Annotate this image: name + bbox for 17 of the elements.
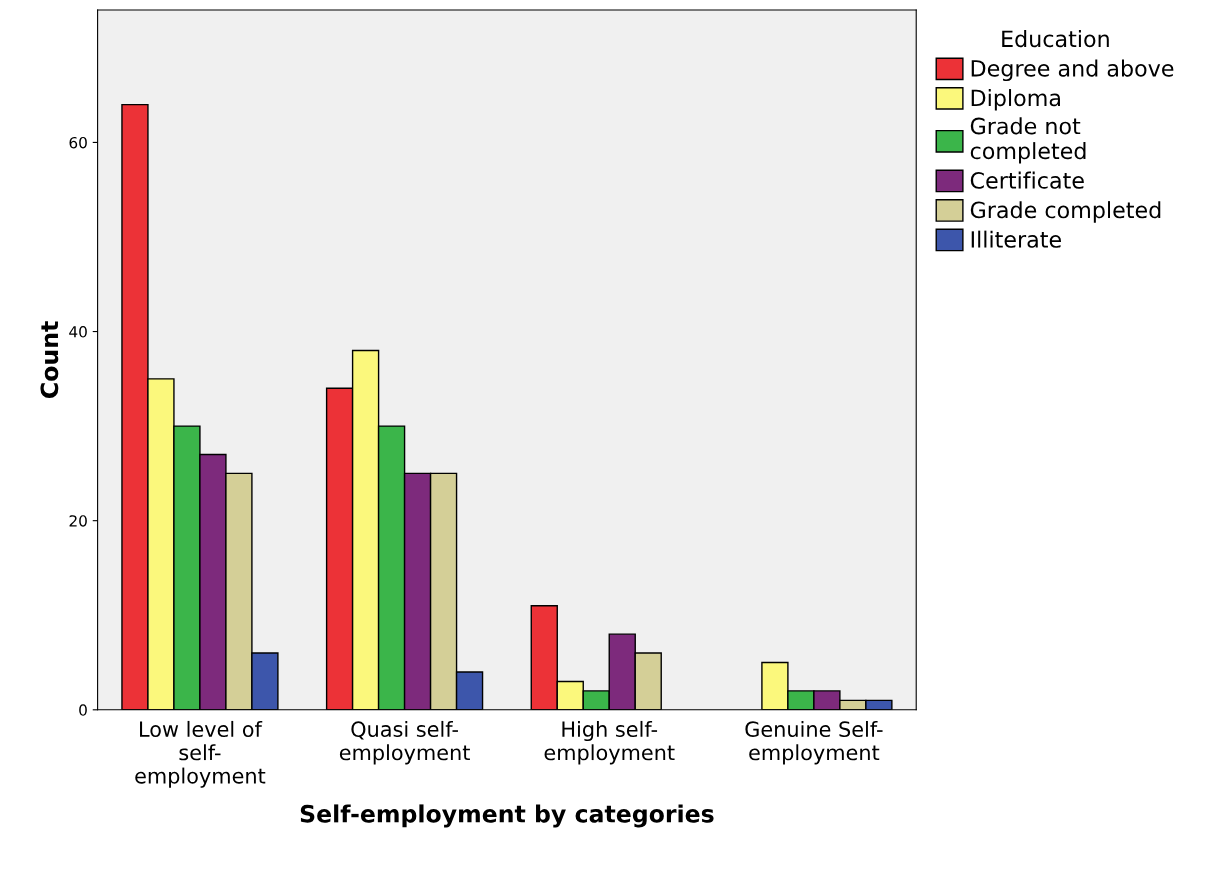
- x-tick-label: Quasi self- employment: [339, 720, 470, 765]
- y-tick-label: 60: [69, 136, 87, 149]
- legend-label: Illiterate: [971, 230, 1061, 248]
- legend-label: Degree and above: [971, 59, 1174, 82]
- x-tick-label: Genuine Self- employment: [745, 720, 883, 765]
- y-axis-title: Count: [40, 321, 59, 398]
- legend-label: Grade not completed: [970, 117, 1086, 164]
- x-axis-title: Self-employment by categories: [300, 804, 714, 828]
- y-tick-label: 20: [69, 515, 87, 527]
- legend-label: Diploma: [971, 89, 1060, 111]
- x-tick-label: High self- employment: [544, 720, 675, 765]
- y-tick-label: 40: [69, 326, 87, 338]
- legend-label: Certificate: [970, 171, 1084, 189]
- y-tick-label: 0: [79, 704, 87, 716]
- x-tick-label: Low level of self- employment: [135, 720, 266, 788]
- legend-title: Education: [1002, 30, 1109, 48]
- legend-label: Grade completed: [970, 201, 1161, 223]
